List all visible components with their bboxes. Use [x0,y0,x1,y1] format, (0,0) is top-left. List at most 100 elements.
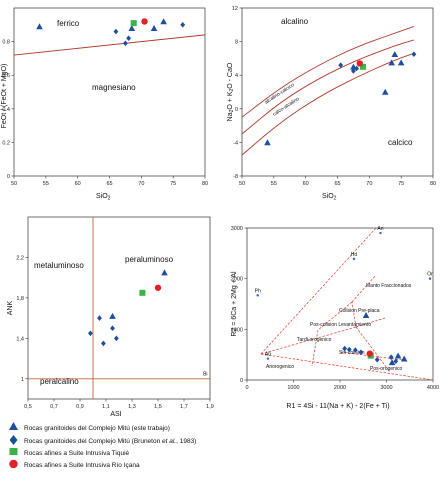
panel-d-mineral-point [256,294,259,297]
legend-label-dia-pre: Rocas granitoides del Complejo Mitú (Bru… [24,438,162,445]
panel-a-region-ferrico: ferrico [57,19,80,28]
panel-c-xtick-label: 1,5 [154,404,162,410]
panel-b-ytick-label: 4 [235,73,238,79]
panel-a-point-dia [180,22,186,28]
panel-b-point-sq [359,63,366,70]
panel-d-point-tri [388,359,396,366]
panel-a-ytick-label: 0.2 [2,140,10,146]
panel-d-mineral-point [352,257,356,261]
legend-item-tri: Rocas granitoides del Complejo Mitú (est… [9,422,170,432]
panel-c-point-dia [88,330,93,337]
legend-label-sq: Rocas afines a Suite Intrusiva Tiquié [24,450,130,457]
panel-b-ytick-label: 12 [232,6,238,12]
panel-d: 0 1000 2000 3000 4000 0 1000 2000 3000 Manto Fr… [231,226,439,410]
panel-d-region-colision: Colision Pre-placa [339,308,380,314]
panel-a-ytick-label: 0.8 [2,40,10,46]
panel-c-ytick-label: 1,4 [16,336,24,342]
panel-b-point-ci [356,60,363,67]
panel-a-point-sq [130,20,137,27]
panel-b-xtick-label: 65 [334,181,340,187]
legend-label-dia-post: , 1983) [176,438,196,445]
panel-d-mineral-label: Hd [351,252,358,258]
panel-b-ytick-label: -8 [233,174,238,180]
panel-d-mineral-point [428,277,432,280]
legend-square-icon [9,448,18,455]
panel-d-point-dia [352,347,358,353]
panel-d-field-lines [260,227,434,381]
panel-b-point-tri [391,51,399,57]
panel-c-xlabel: ASI [110,411,121,418]
panel-a-point-tri [128,24,136,31]
panel-b-xtick-label: 55 [271,181,277,187]
panel-b-point-dia [338,62,344,68]
panel-c-point-tri [161,269,168,276]
panel-d-region-anorogenico: Anorogenico [266,364,294,370]
panel-a-xtick-label: 65 [106,181,112,187]
panel-a-point-dia [123,40,128,47]
panel-b-ytick-label: 0 [235,107,238,113]
panel-b-point-tri [388,59,395,66]
panel-b-xlabel: SiO2 [322,193,337,202]
panel-b-xtick-label: 80 [430,181,436,187]
panel-d-xtick-label: 0 [245,385,248,391]
panel-b-region-calcico: calcico [388,138,413,147]
panel-d-region-sin-colision: Sin-colision [339,350,365,356]
panel-d-region-pos-colision: Pos-colision Levantamiento [310,322,371,328]
panel-b-point-dia [411,51,417,57]
panel-d-region-manto-text: Manto Fraccionados [366,283,412,289]
panel-d-point-dia [393,358,399,365]
legend-label-tri: Rocas granitoides del Complejo Mitú (est… [24,425,170,432]
panel-c-xtick-label: 0,7 [50,404,58,410]
panel-b-xtick-label: 70 [366,181,372,187]
panel-d-mineral-label: Ab [265,352,271,358]
panel-c: 0,5 0,7 0,9 1,1 1,3 1,5 1,7 1,9 1 1,4 1,8 2,2 meta… [7,216,214,418]
legend-item-ci: Rocas afines a Suite Intrusiva Río Içana [9,459,140,469]
legend-diamond-icon [9,435,18,445]
panel-a-point-tri [36,23,43,30]
panel-b-point-tri [381,88,389,95]
panel-c-xtick-label: 1,9 [206,404,214,410]
panel-a-xtick-label: 50 [11,181,17,187]
legend-triangle-icon [9,422,18,430]
panel-d-mineral-label: Ph [255,288,261,294]
panel-b-xtick-label: 50 [239,181,245,187]
panel-d-ytick-label: 3000 [231,226,243,232]
panel-c-xtick-label: 1,3 [128,404,136,410]
panel-c-xtick-label: 0,5 [24,404,32,410]
panel-a: 50 55 60 65 70 75 80 0 0.2 0.4 0.6 0.8 ferrico mag… [1,7,208,202]
panel-b-xtick-label: 60 [303,181,309,187]
panel-a-xtick-label: 70 [138,181,144,187]
panel-a-boundary-line [13,34,206,56]
panel-a-ylabel: FeOt / (FeOt + MgO) [1,64,8,129]
panel-a-xtick-label: 55 [43,181,49,187]
legend-label-ci: Rocas afines a Suite Intrusiva Río Içana [24,462,140,469]
panel-c-xtick-label: 1,7 [180,404,188,410]
panel-d-point-dia [358,349,364,355]
panel-d-point-dia [388,354,394,360]
panel-d-xlabel: R1 = 4Si - 11(Na + K) - 2(Fe + Ti) [286,403,389,410]
panel-a-ytick-label: 0 [7,174,10,180]
panel-c-point-ci [154,284,162,291]
panel-a-point-dia [126,35,131,42]
panel-c-frame [27,216,211,400]
panel-a-xlabel: SiO2 [96,193,111,202]
panel-d-xtick-label: 1000 [287,385,299,391]
legend-circle-icon [9,459,18,469]
panel-d-point-ci [366,350,373,357]
panel-d-mineral-label: Or [427,272,433,278]
panel-d-point-tri [362,311,370,318]
panel-b-boundary-curve-2 [241,39,415,135]
panel-d-xtick-label: 3000 [380,385,392,391]
panel-c-region-metaluminoso: metaluminoso [34,261,84,270]
panel-d-ytick-label: 2000 [231,277,243,283]
panel-b-point-dia [351,68,356,74]
panel-a-xtick-label: 60 [75,181,81,187]
legend: Rocas granitoides del Complejo Mitú (est… [9,422,196,469]
legend-item-sq: Rocas afines a Suite Intrusiva Tiquié [9,448,130,457]
panel-b-boundary-curve-3 [241,52,415,156]
panel-d-xtick-label: 2000 [334,385,346,391]
panel-a-xtick-label: 80 [202,181,208,187]
panel-c-ytick-label: 1 [21,377,24,383]
